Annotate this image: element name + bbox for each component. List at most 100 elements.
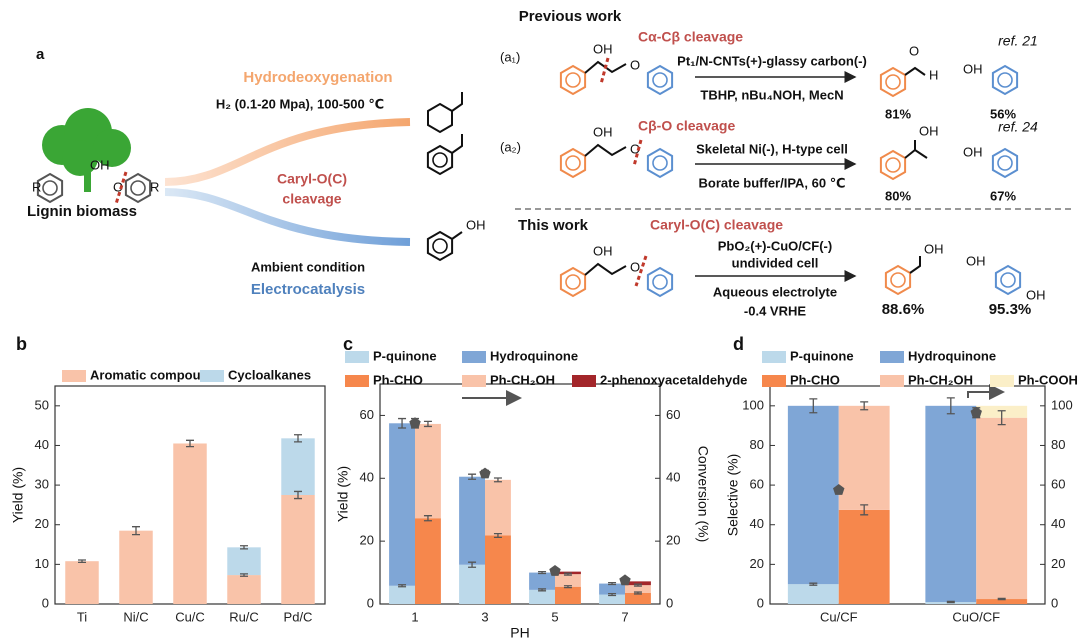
legend-swatch: [345, 351, 369, 363]
error-bar: [240, 573, 248, 577]
bar-segment: [485, 479, 511, 536]
x-axis-label: PH: [510, 625, 529, 641]
x-tick-label: 7: [621, 609, 628, 624]
yield: 56%: [990, 106, 1016, 121]
y-tick-label: 60: [750, 477, 764, 492]
y2-tick-label: 60: [1051, 477, 1065, 492]
error-bar: [608, 592, 617, 597]
conversion-point: [833, 484, 845, 495]
y2-tick-label: 60: [666, 407, 680, 422]
error-bar: [633, 591, 642, 595]
legend-label: Cycloalkanes: [228, 367, 311, 382]
y-tick-label: 20: [360, 533, 374, 548]
error-bar: [240, 545, 248, 550]
atom: OH: [924, 241, 944, 256]
cleavage: [114, 171, 128, 205]
reference: ref. 21: [998, 33, 1038, 49]
legend-swatch: [462, 375, 486, 387]
error-bar: [398, 584, 407, 588]
y-tick-label: 0: [757, 595, 764, 610]
legend-label: Ph-CH₂OH: [490, 372, 555, 387]
x-tick-label: 5: [551, 609, 558, 624]
error-bar: [294, 434, 302, 443]
x-tick-label: Ti: [77, 609, 87, 624]
bar-segment: [976, 417, 1028, 600]
label: cleavage: [282, 191, 341, 207]
bar-segment: [227, 575, 261, 604]
y-tick-label: 40: [360, 470, 374, 485]
condition: Skeletal Ni(-), H-type cell: [696, 141, 848, 156]
ring: [991, 148, 1019, 178]
yield: 95.3%: [989, 301, 1032, 318]
x-tick-label: 3: [481, 609, 488, 624]
error-bar: [860, 504, 869, 516]
legend-swatch: [62, 370, 86, 382]
ring: [426, 145, 454, 175]
bar-segment: [173, 443, 207, 604]
conversion-point: [619, 574, 631, 586]
legend-swatch: [462, 351, 486, 363]
panel-letter: b: [16, 334, 27, 354]
condition: TBHP, nBu₄NOH, MecN: [700, 87, 843, 102]
bond: [451, 231, 463, 240]
bar-segment: [555, 574, 581, 587]
error-bar: [468, 561, 477, 568]
error-bar: [468, 473, 477, 480]
error-bar: [538, 570, 547, 575]
legend-swatch: [572, 375, 596, 387]
error-bar: [423, 515, 432, 522]
scheme: a OH O R R Lignin biomass Hydrodeoxygena…: [27, 8, 1075, 318]
y-axis-label: Yield (%): [335, 466, 351, 522]
y-tick-label: 40: [750, 516, 764, 531]
error-bar: [186, 439, 194, 448]
x-tick-label: Cu/CF: [820, 609, 858, 624]
plot-frame: [379, 383, 661, 605]
condition: Pt₁/N-CNTs(+)-glassy carbon(-): [677, 53, 867, 68]
legend-label: Ph-CH₂OH: [908, 372, 973, 387]
legend-label: Ph-CHO: [373, 372, 423, 387]
error-bar: [563, 585, 572, 589]
y2-tick-label: 0: [666, 595, 673, 610]
bar-segment: [65, 561, 99, 604]
label: Hydrodeoxygenation: [243, 69, 392, 86]
legend-label: P-quinone: [790, 348, 854, 363]
y-tick-label: 10: [35, 556, 49, 571]
legend-swatch: [200, 370, 224, 382]
cleavage: [634, 255, 648, 287]
legend-swatch: [880, 351, 904, 363]
bar-segment: [599, 583, 625, 595]
ring: [427, 102, 453, 134]
error-bar: [608, 581, 617, 586]
bar-segment: [625, 593, 651, 604]
cleavage: [632, 139, 643, 167]
y-tick-label: 40: [35, 437, 49, 452]
error-bar: [633, 583, 642, 587]
error-bar: [860, 401, 869, 411]
label: Electrocatalysis: [251, 281, 365, 298]
yield: 88.6%: [882, 301, 925, 318]
bar-segment: [625, 581, 651, 586]
panel-letter: c: [343, 334, 353, 354]
atom: OH: [466, 217, 486, 232]
atom: OH: [919, 123, 939, 138]
y-tick-label: 80: [750, 437, 764, 452]
ring: [559, 65, 587, 95]
x-tick-label: Ni/C: [123, 609, 148, 624]
label: Caryl-O(C) cleavage: [650, 217, 783, 233]
ring: [559, 148, 587, 178]
bar-segment: [925, 405, 977, 603]
reference: ref. 24: [998, 119, 1038, 135]
y2-tick-label: 20: [1051, 556, 1065, 571]
error-bar: [997, 597, 1006, 601]
atom: O: [630, 141, 640, 156]
bar-segment: [838, 509, 890, 604]
bond: [451, 134, 463, 154]
error-bar: [294, 490, 302, 500]
atom: R: [150, 179, 159, 194]
bar-segment: [389, 585, 415, 604]
label: Lignin biomass: [27, 203, 137, 220]
legend-swatch: [990, 375, 1014, 387]
atom: OH: [966, 253, 986, 268]
label: Cβ-O cleavage: [638, 118, 735, 134]
